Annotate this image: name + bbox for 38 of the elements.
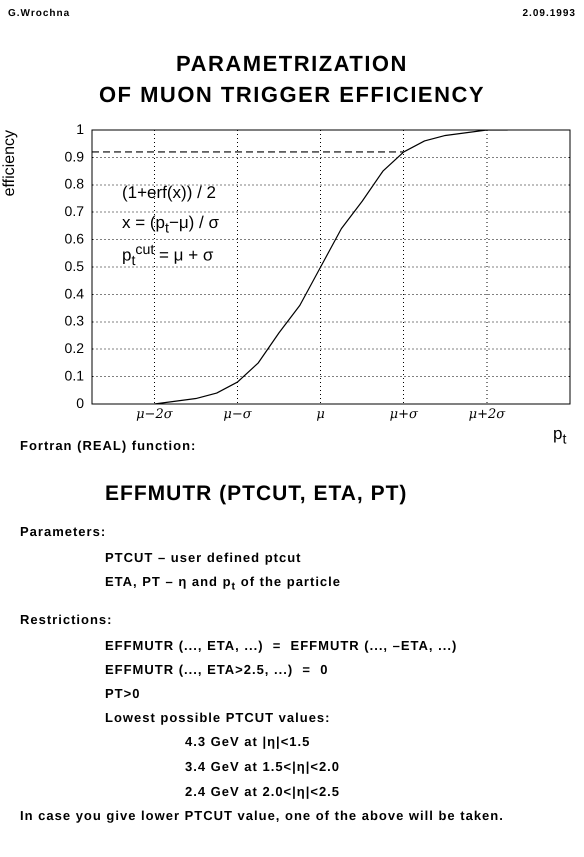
y-tick-label: 0.3 xyxy=(64,312,84,329)
x-tick-label: μ xyxy=(316,407,325,422)
text: Restrictions: xyxy=(20,611,114,629)
text: ETA, PT – η and p$_{t}$ of the particle xyxy=(105,573,342,595)
y-axis-title: efficiency xyxy=(1,130,18,196)
x-axis-title: p$_{t}$ xyxy=(553,424,566,448)
x-tick-label: μ+2σ xyxy=(468,407,506,422)
text: In case you give lower PTCUT value, one of the above will be taken. xyxy=(20,807,505,825)
annotation: (1+erf(x)) / 2 xyxy=(122,182,217,204)
y-tick-label: 0.2 xyxy=(64,340,84,356)
y-tick-label: 0.5 xyxy=(64,258,84,274)
y-tick-label: 0 xyxy=(76,394,84,411)
text: PTCUT – user defined ptcut xyxy=(105,549,302,567)
text: Parameters: xyxy=(20,523,108,541)
text: G.Wrochna xyxy=(8,7,72,21)
text: 4.3 GeV at |η|<1.5 xyxy=(185,733,312,751)
y-tick-label: 1 xyxy=(76,120,84,137)
text: PT>0 xyxy=(105,685,142,703)
text: 2.09.1993 xyxy=(522,7,576,21)
text: 2.4 GeV at 2.0<|η|<2.5 xyxy=(185,783,342,801)
y-tick-label: 0.6 xyxy=(64,230,84,246)
y-tick-label: 0.7 xyxy=(64,203,84,220)
x-tick-label: μ−σ xyxy=(223,407,253,422)
text: EFFMUTR (..., ETA, ...) = EFFMUTR (..., –ETA, ...) xyxy=(105,637,458,655)
x-tick-label: μ−2σ xyxy=(136,407,174,422)
annotation: p$_{t}$$^{cut}$ = μ + σ xyxy=(122,241,214,272)
x-tick-label: μ+σ xyxy=(390,407,419,422)
y-tick-label: 0.9 xyxy=(64,148,84,164)
y-tick-label: 0.8 xyxy=(64,176,84,192)
y-tick-label: 0.1 xyxy=(64,367,84,384)
text: 3.4 GeV at 1.5<|η|<2.0 xyxy=(185,758,342,776)
text: EFFMUTR (PTCUT, ETA, PT) xyxy=(105,481,408,507)
text: Lowest possible PTCUT values: xyxy=(105,709,332,727)
annotation: x = (p$_{t}$−μ) / σ xyxy=(122,212,220,238)
text: Fortran (REAL) function: xyxy=(20,437,198,455)
y-tick-label: 0.4 xyxy=(64,285,84,302)
chart-title: PARAMETRIZATION OF MUON TRIGGER EFFICIENCY xyxy=(98,50,486,109)
text: EFFMUTR (..., ETA>2.5, ...) = 0 xyxy=(105,661,330,679)
